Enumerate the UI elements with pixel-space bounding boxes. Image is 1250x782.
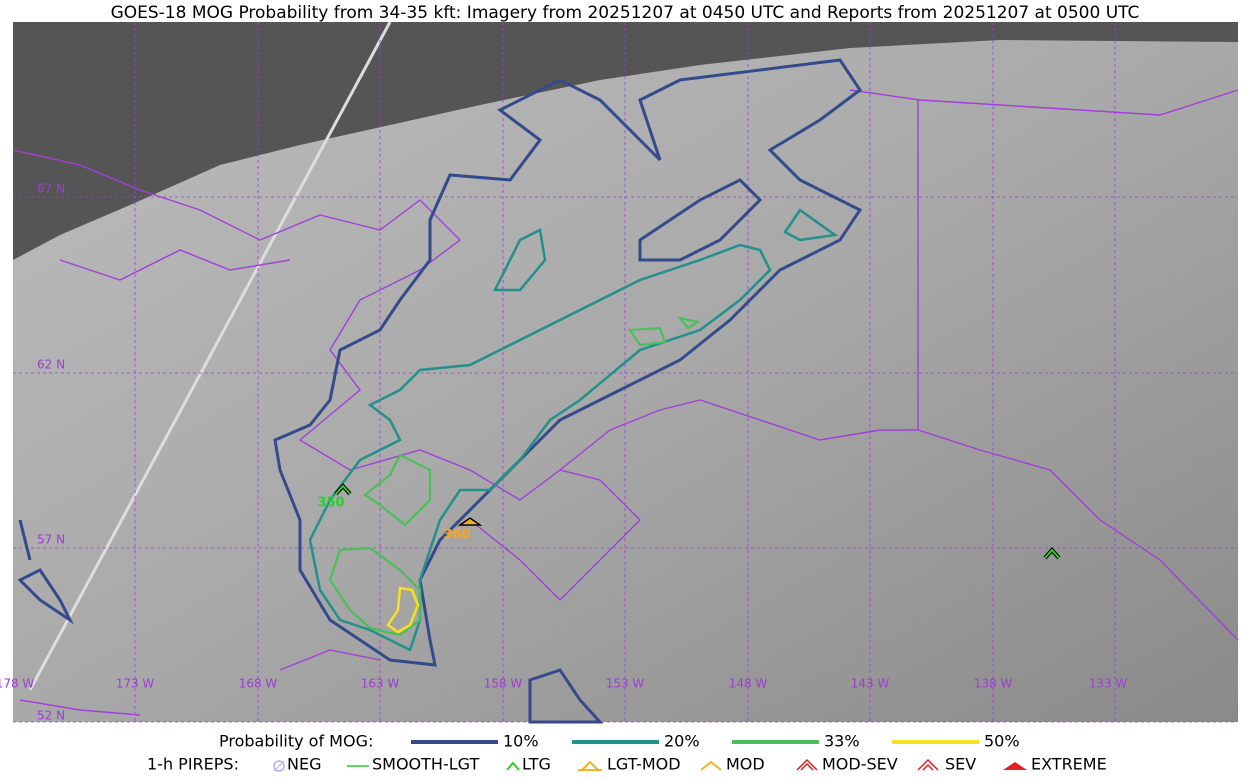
latitude-label: 62 N	[37, 358, 65, 372]
longitude-label: 138 W	[974, 677, 1013, 691]
legend-label: SEV	[945, 755, 976, 774]
legend-label: SMOOTH-LGT	[372, 755, 479, 774]
latitude-label: 52 N	[37, 709, 65, 723]
swath-edge	[28, 21, 392, 691]
longitude-label: 178 W	[0, 677, 34, 691]
legend-title: Probability of MOG:	[219, 732, 373, 751]
graticule	[13, 22, 1238, 723]
longitude-label: 158 W	[484, 677, 523, 691]
legend-title: 1-h PIREPS:	[147, 755, 239, 774]
legend-label: 20%	[664, 732, 700, 751]
map: 350 360 67 N 62 N 57 N 52 N 178 W 173 W …	[0, 21, 1239, 724]
longitude-label: 153 W	[606, 677, 645, 691]
legend-label: EXTREME	[1031, 755, 1107, 774]
pirep-ltg	[1044, 548, 1060, 559]
longitude-label: 143 W	[851, 677, 890, 691]
latitude-label: 57 N	[37, 533, 65, 547]
legend-label: MOD	[726, 755, 765, 774]
longitude-label: 133 W	[1089, 677, 1128, 691]
pirep-lgt-mod	[457, 517, 483, 526]
latitude-label: 67 N	[37, 182, 65, 196]
no-data-region	[13, 22, 1238, 260]
title: GOES-18 MOG Probability from 34-35 kft: …	[111, 3, 1140, 23]
report-label: 360	[443, 528, 470, 543]
longitude-label: 163 W	[361, 677, 400, 691]
longitude-label: 148 W	[729, 677, 768, 691]
legend-label: NEG	[287, 755, 321, 774]
pirep-legend: 1-h PIREPS: NEG SMOOTH-LGT LTG LGT-MOD M…	[147, 755, 1107, 774]
coastlines	[12, 89, 1239, 716]
legend-label: LTG	[522, 755, 551, 774]
legend-label: MOD-SEV	[822, 755, 898, 774]
longitude-label: 168 W	[239, 677, 278, 691]
legend-label: LGT-MOD	[607, 755, 681, 774]
legend-label: 33%	[824, 732, 860, 751]
report-label: 350	[317, 496, 344, 511]
pirep-markers	[334, 482, 1061, 560]
legend-label: 10%	[503, 732, 539, 751]
probability-legend: Probability of MOG: 10% 20% 33% 50%	[219, 732, 1020, 751]
probability-contours	[17, 58, 863, 724]
legend-label: 50%	[984, 732, 1020, 751]
longitude-label: 173 W	[116, 677, 155, 691]
pirep-ltg	[335, 484, 351, 495]
